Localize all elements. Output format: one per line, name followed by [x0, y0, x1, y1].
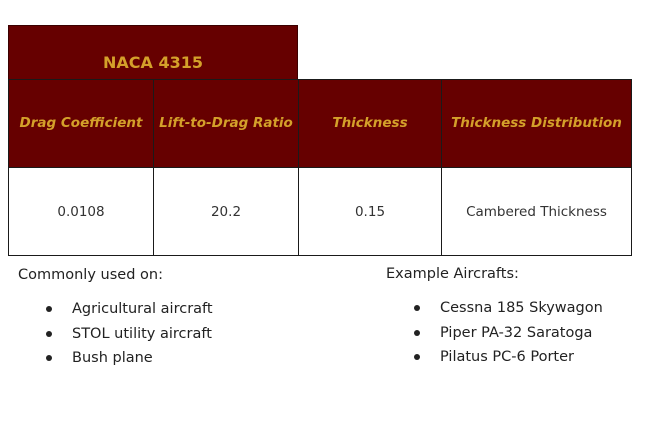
- table-header-row: Drag Coefficient Lift-to-Drag Ratio Thic…: [8, 79, 632, 168]
- list-item-label: Piper PA-32 Saratoga: [440, 324, 593, 341]
- header-thickness: Thickness: [298, 79, 442, 168]
- list-item: Bush plane: [18, 346, 348, 371]
- header-drag-coefficient: Drag Coefficient: [8, 79, 154, 168]
- example-aircrafts-section: Example Aircrafts: Cessna 185 Skywagon P…: [386, 266, 641, 370]
- bullet-icon: [46, 306, 52, 312]
- list-item-label: Agricultural aircraft: [72, 301, 213, 317]
- example-aircrafts-heading: Example Aircrafts:: [386, 266, 519, 282]
- airfoil-properties-table: Drag Coefficient Lift-to-Drag Ratio Thic…: [8, 79, 632, 256]
- bullet-icon: [414, 354, 420, 360]
- list-item: Agricultural aircraft: [18, 297, 348, 322]
- uses-list: Agricultural aircraft STOL utility aircr…: [18, 297, 348, 371]
- commonly-used-on-heading: Commonly used on:: [18, 267, 163, 283]
- bullet-icon: [46, 355, 52, 361]
- list-item: Piper PA-32 Saratoga: [386, 321, 641, 346]
- list-item-label: Pilatus PC-6 Porter: [440, 349, 574, 365]
- thickness-value: 0.15: [298, 167, 442, 256]
- list-item-label: Cessna 185 Skywagon: [440, 300, 603, 316]
- list-item-label: STOL utility aircraft: [72, 325, 212, 342]
- thickness-distribution-value: Cambered Thickness: [441, 167, 632, 256]
- lift-to-drag-ratio-value: 20.2: [153, 167, 299, 256]
- header-lift-to-drag-ratio: Lift-to-Drag Ratio: [153, 79, 299, 168]
- bullet-icon: [414, 305, 420, 311]
- list-item: Pilatus PC-6 Porter: [386, 345, 641, 370]
- list-item: STOL utility aircraft: [18, 322, 348, 347]
- header-thickness-distribution: Thickness Distribution: [441, 79, 632, 168]
- table-row: 0.0108 20.2 0.15 Cambered Thickness: [8, 167, 632, 256]
- drag-coefficient-value: 0.0108: [8, 167, 154, 256]
- commonly-used-on-section: Commonly used on: Agricultural aircraft …: [18, 267, 348, 371]
- list-item-label: Bush plane: [72, 350, 153, 366]
- bullet-icon: [46, 330, 52, 337]
- bullet-icon: [414, 329, 420, 336]
- list-item: Cessna 185 Skywagon: [386, 296, 641, 321]
- examples-list: Cessna 185 Skywagon Piper PA-32 Saratoga…: [386, 296, 641, 370]
- airfoil-title: NACA 4315: [8, 25, 298, 80]
